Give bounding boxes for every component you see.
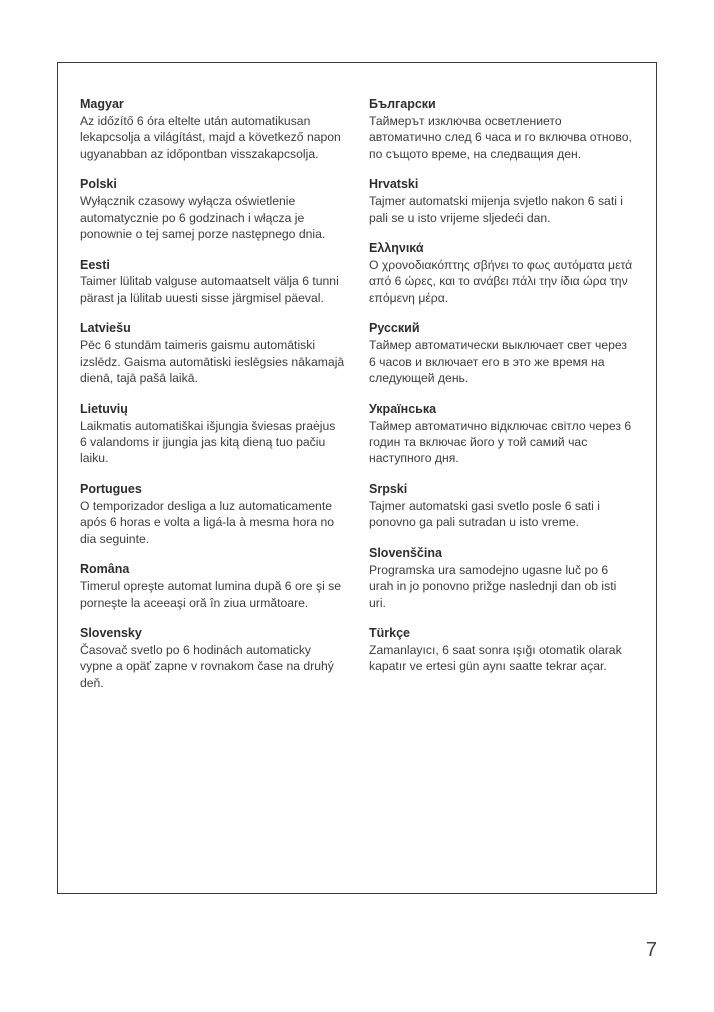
lang-title: Magyar bbox=[80, 96, 345, 113]
lang-body: Tajmer automatski mijenja svjetlo nakon … bbox=[369, 193, 634, 226]
lang-body: Ο χρονοδιακόπτης σβήνει το φως αυτόματα … bbox=[369, 257, 634, 306]
lang-block: Eesti Taimer lülitab valguse automaatsel… bbox=[80, 257, 345, 307]
content-area: Magyar Az időzítő 6 óra eltelte után aut… bbox=[80, 96, 634, 705]
lang-title: Eesti bbox=[80, 257, 345, 274]
lang-body: Programska ura samodejno ugasne luč po 6… bbox=[369, 562, 634, 611]
lang-body: Taimer lülitab valguse automaatselt välj… bbox=[80, 273, 345, 306]
lang-title: Srpski bbox=[369, 481, 634, 498]
lang-body: Časovač svetlo po 6 hodinách automaticky… bbox=[80, 642, 345, 691]
lang-block: Hrvatski Tajmer automatski mijenja svjet… bbox=[369, 176, 634, 226]
lang-body: Az időzítő 6 óra eltelte után automatiku… bbox=[80, 113, 345, 162]
lang-block: Slovenščina Programska ura samodejno uga… bbox=[369, 545, 634, 611]
lang-title: Türkçe bbox=[369, 625, 634, 642]
lang-body: Zamanlayıcı, 6 saat sonra ışığı otomatik… bbox=[369, 642, 634, 675]
lang-title: Slovenščina bbox=[369, 545, 634, 562]
lang-body: Таймерът изключва осветлението автоматич… bbox=[369, 113, 634, 162]
lang-title: Slovensky bbox=[80, 625, 345, 642]
lang-body: Pēc 6 stundām taimeris gaismu automātisk… bbox=[80, 337, 345, 386]
lang-body: Таймер автоматично відключає світло чере… bbox=[369, 418, 634, 467]
lang-block: Magyar Az időzítő 6 óra eltelte után aut… bbox=[80, 96, 345, 162]
lang-block: Latviešu Pēc 6 stundām taimeris gaismu a… bbox=[80, 320, 345, 386]
lang-title: Portugues bbox=[80, 481, 345, 498]
lang-block: Slovensky Časovač svetlo po 6 hodinách a… bbox=[80, 625, 345, 691]
lang-block: Български Таймерът изключва осветлението… bbox=[369, 96, 634, 162]
right-column: Български Таймерът изключва осветлението… bbox=[369, 96, 634, 705]
page-border-right bbox=[656, 62, 657, 894]
lang-body: Таймер автоматически выключает свет чере… bbox=[369, 337, 634, 386]
lang-body: Tajmer automatski gasi svetlo posle 6 sa… bbox=[369, 498, 634, 531]
lang-title: Latviešu bbox=[80, 320, 345, 337]
lang-block: Türkçe Zamanlayıcı, 6 saat sonra ışığı o… bbox=[369, 625, 634, 675]
lang-block: Româna Timerul opreşte automat lumina du… bbox=[80, 561, 345, 611]
lang-title: Româna bbox=[80, 561, 345, 578]
lang-block: Русский Таймер автоматически выключает с… bbox=[369, 320, 634, 386]
lang-body: O temporizador desliga a luz automaticam… bbox=[80, 498, 345, 547]
lang-body: Wyłącznik czasowy wyłącza oświetlenie au… bbox=[80, 193, 345, 242]
lang-title: Ελληνικά bbox=[369, 240, 634, 257]
lang-title: Hrvatski bbox=[369, 176, 634, 193]
lang-title: Русский bbox=[369, 320, 634, 337]
lang-block: Lietuvių Laikmatis automatiškai išjungia… bbox=[80, 401, 345, 467]
lang-title: Български bbox=[369, 96, 634, 113]
lang-block: Polski Wyłącznik czasowy wyłącza oświetl… bbox=[80, 176, 345, 242]
lang-title: Українська bbox=[369, 401, 634, 418]
lang-block: Portugues O temporizador desliga a luz a… bbox=[80, 481, 345, 547]
lang-block: Srpski Tajmer automatski gasi svetlo pos… bbox=[369, 481, 634, 531]
lang-title: Polski bbox=[80, 176, 345, 193]
lang-block: Ελληνικά Ο χρονοδιακόπτης σβήνει το φως … bbox=[369, 240, 634, 306]
left-column: Magyar Az időzítő 6 óra eltelte után aut… bbox=[80, 96, 345, 705]
lang-block: Українська Таймер автоматично відключає … bbox=[369, 401, 634, 467]
page-number: 7 bbox=[646, 939, 657, 962]
lang-body: Timerul opreşte automat lumina după 6 or… bbox=[80, 578, 345, 611]
lang-title: Lietuvių bbox=[80, 401, 345, 418]
lang-body: Laikmatis automatiškai išjungia šviesas … bbox=[80, 418, 345, 467]
